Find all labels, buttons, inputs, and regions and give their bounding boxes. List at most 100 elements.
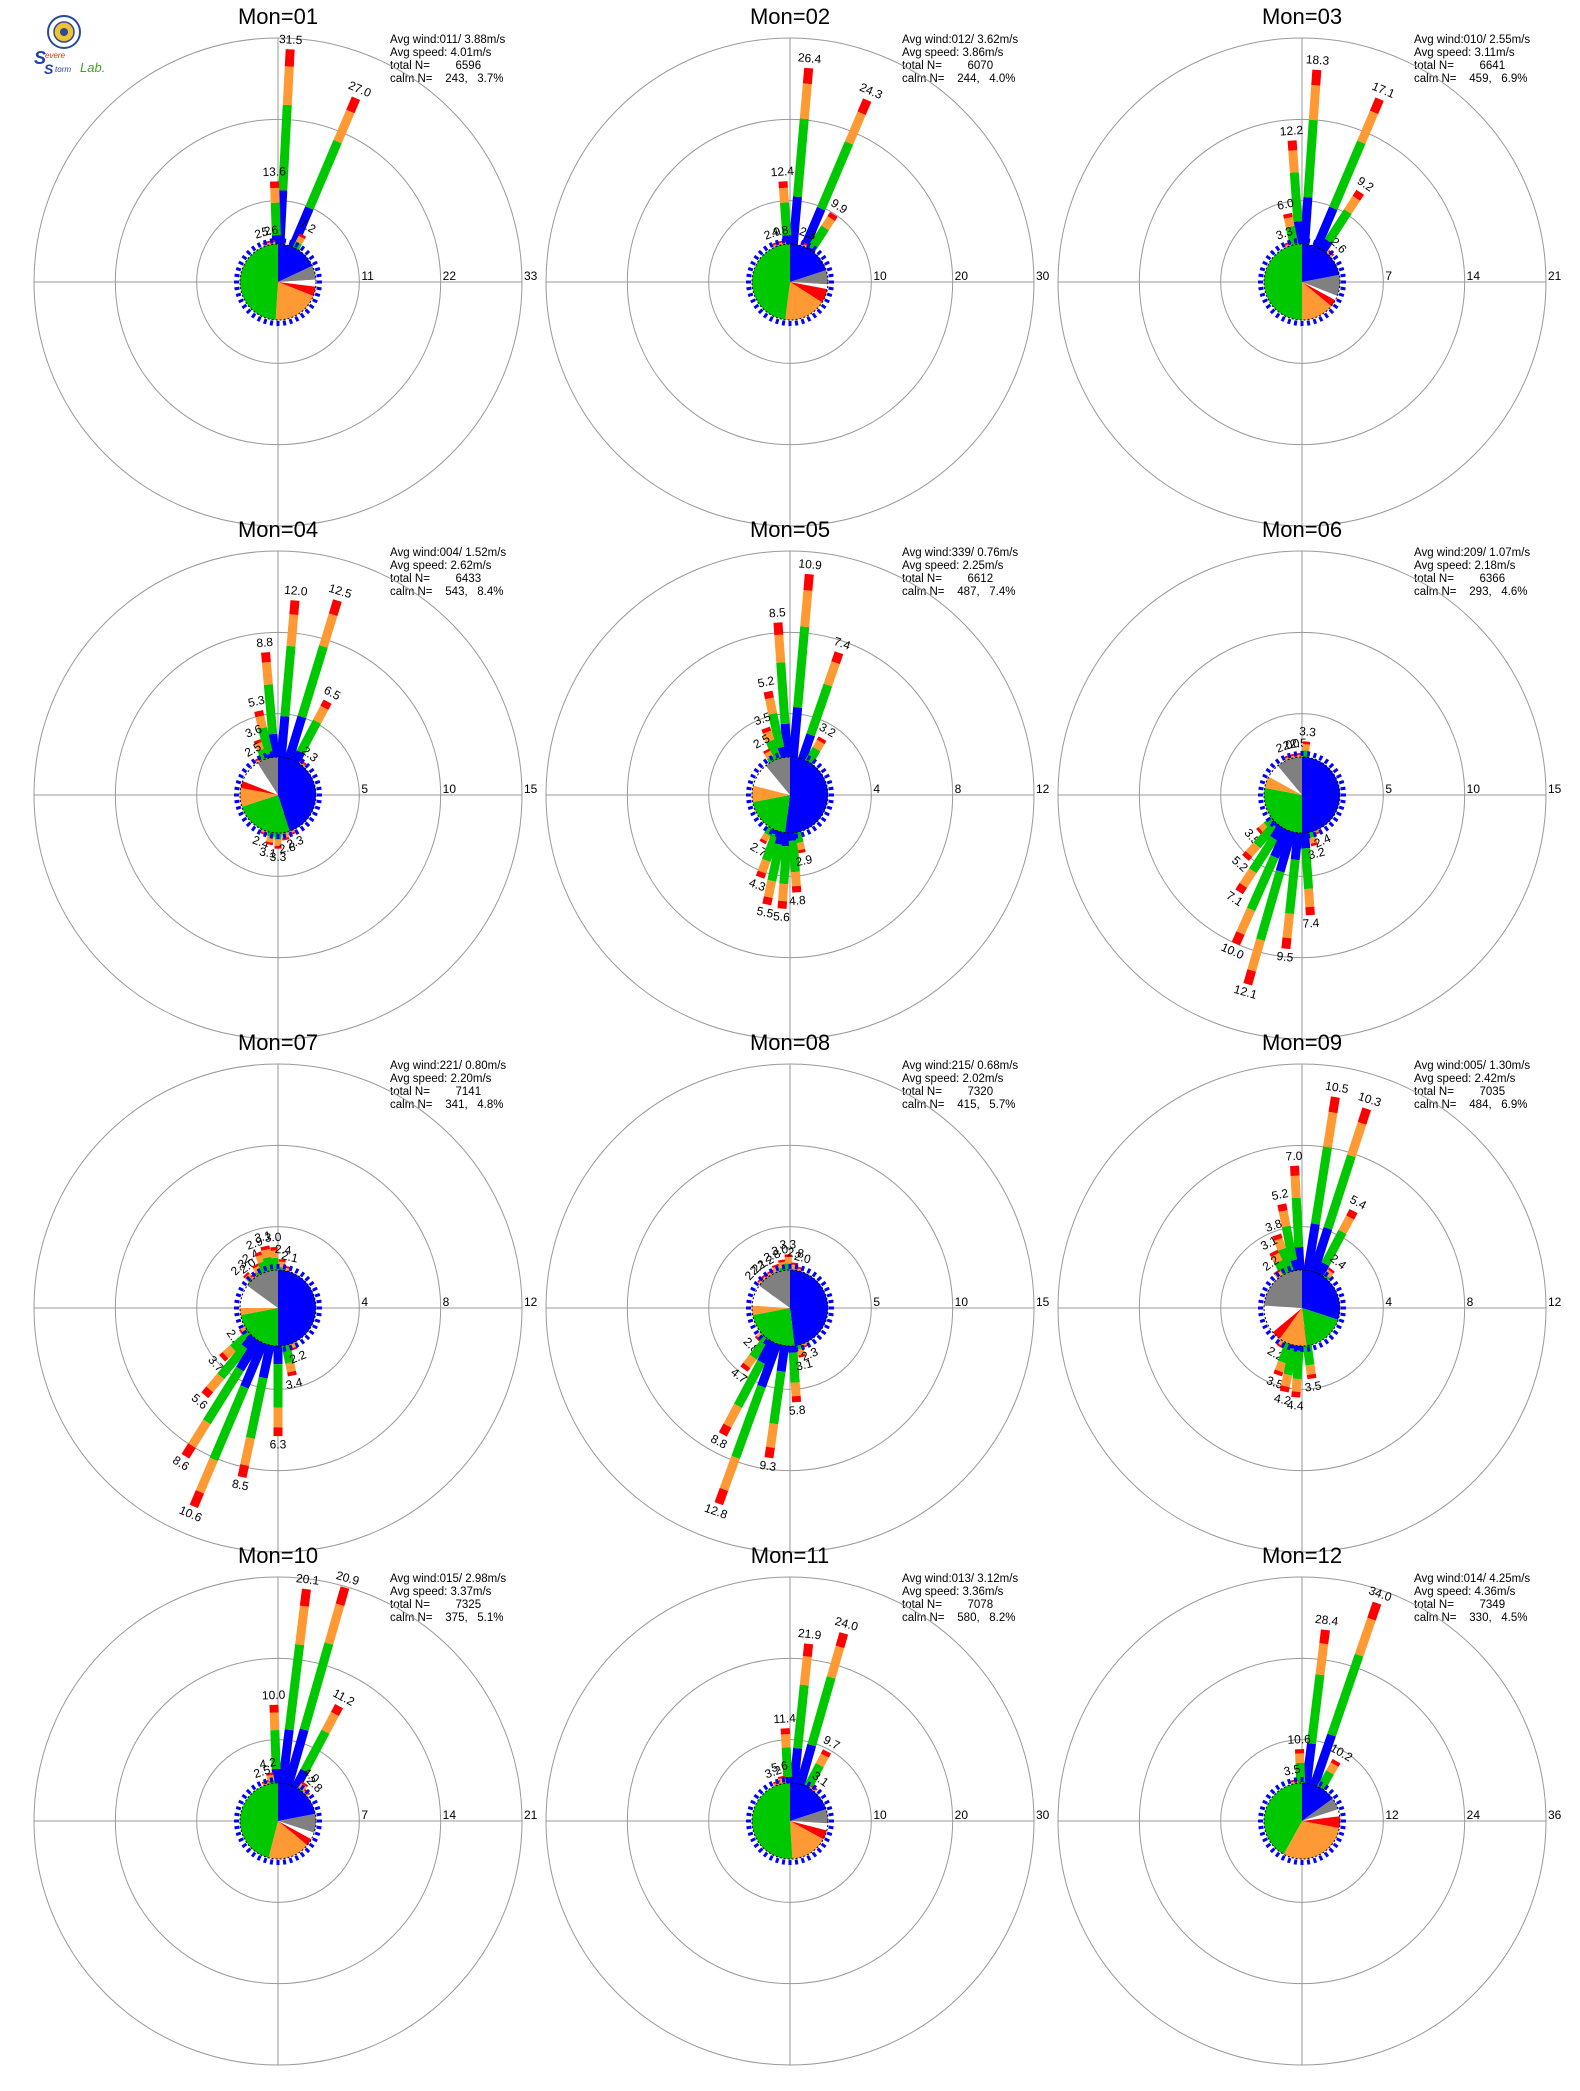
minor-direction-tick <box>829 1827 834 1828</box>
minor-direction-tick <box>1263 1801 1267 1803</box>
pie-slice <box>752 244 790 320</box>
petal-label: 10.6 <box>177 1503 204 1525</box>
petal-segment <box>309 141 337 208</box>
minor-direction-tick <box>764 759 767 763</box>
petal-segment <box>304 1589 306 1606</box>
minor-direction-tick <box>1330 1336 1334 1340</box>
petal-segment <box>807 1644 808 1657</box>
minor-direction-tick <box>284 1778 285 1783</box>
petal-segment <box>275 188 276 203</box>
minor-direction-tick <box>1271 764 1275 768</box>
minor-direction-tick <box>1295 239 1296 244</box>
minor-direction-tick <box>264 319 266 324</box>
minor-direction-tick <box>1288 240 1290 245</box>
minor-direction-tick <box>310 1331 314 1334</box>
minor-direction-tick <box>822 818 826 821</box>
petal-segment <box>1320 1644 1324 1675</box>
minor-direction-tick <box>796 239 797 244</box>
minor-direction-tick <box>296 1343 298 1347</box>
minor-direction-tick <box>827 807 832 809</box>
minor-direction-tick <box>770 830 772 834</box>
minor-direction-tick <box>1263 300 1267 302</box>
petal-segment <box>1331 1270 1332 1272</box>
minor-direction-tick <box>252 246 255 250</box>
petal-label: 11.4 <box>773 1711 796 1726</box>
minor-direction-tick <box>827 781 832 783</box>
petal-segment <box>1285 1375 1287 1387</box>
petal-segment <box>825 219 831 228</box>
minor-direction-tick <box>1260 268 1265 270</box>
minor-direction-tick <box>751 262 755 264</box>
minor-direction-tick <box>1308 321 1309 326</box>
petal-segment <box>274 1713 275 1730</box>
petal-segment <box>292 1343 294 1347</box>
minor-direction-tick <box>764 246 767 250</box>
minor-direction-tick <box>1320 1856 1322 1860</box>
wind-petal <box>1303 70 1317 263</box>
minor-direction-tick <box>1320 830 1322 834</box>
petal-segment <box>1294 172 1297 221</box>
petal-segment <box>1296 1379 1297 1392</box>
minor-direction-tick <box>829 801 834 802</box>
petal-segment <box>1313 85 1315 120</box>
minor-direction-tick <box>1334 818 1338 821</box>
minor-direction-tick <box>264 832 266 837</box>
minor-direction-tick <box>754 1282 758 1285</box>
petal-segment <box>294 601 295 615</box>
ring-label: 10 <box>443 782 457 796</box>
minor-direction-tick <box>315 1807 320 1809</box>
minor-direction-tick <box>1341 1814 1346 1815</box>
petal-label: 5.8 <box>788 1403 806 1418</box>
minor-direction-tick <box>1276 246 1279 250</box>
minor-direction-tick <box>825 1288 829 1290</box>
minor-direction-tick <box>1266 256 1270 259</box>
minor-direction-tick <box>822 305 826 308</box>
minor-direction-tick <box>313 300 317 302</box>
minor-direction-tick <box>1337 775 1341 777</box>
minor-direction-tick <box>1341 275 1346 276</box>
petal-label: 4.4 <box>1286 1398 1304 1413</box>
minor-direction-tick <box>271 321 272 326</box>
minor-direction-tick <box>751 813 755 815</box>
petal-label: 7.0 <box>1285 1149 1303 1164</box>
petal-segment <box>836 653 839 663</box>
petal-segment <box>1241 909 1252 933</box>
minor-direction-tick <box>264 1858 266 1863</box>
minor-direction-tick <box>1339 268 1344 270</box>
petal-segment <box>324 702 327 708</box>
minor-direction-tick <box>1308 239 1309 244</box>
petal-label: 12.8 <box>703 1501 730 1522</box>
minor-direction-tick <box>1320 1269 1322 1273</box>
minor-direction-tick <box>1339 807 1344 809</box>
minor-direction-tick <box>1259 801 1264 802</box>
minor-direction-tick <box>1271 1277 1275 1281</box>
minor-direction-tick <box>315 1833 320 1835</box>
petal-segment <box>266 652 267 662</box>
minor-direction-tick <box>751 1326 755 1328</box>
ring-label: 4 <box>361 1295 368 1309</box>
minor-direction-tick <box>296 317 298 321</box>
minor-direction-tick <box>271 1778 272 1783</box>
minor-direction-tick <box>1341 288 1346 289</box>
minor-direction-tick <box>796 1860 797 1865</box>
minor-direction-tick <box>783 752 784 757</box>
petal-segment <box>719 1489 724 1503</box>
petal-label: 3.5 <box>1304 1378 1323 1394</box>
minor-direction-tick <box>1295 752 1296 757</box>
minor-direction-tick <box>1266 1282 1270 1285</box>
minor-direction-tick <box>825 775 829 777</box>
minor-direction-tick <box>748 807 753 809</box>
minor-direction-tick <box>1288 1266 1290 1271</box>
petal-segment <box>763 840 764 842</box>
minor-direction-tick <box>796 1778 797 1783</box>
minor-direction-tick <box>1282 756 1284 760</box>
minor-direction-tick <box>1314 753 1316 758</box>
minor-direction-tick <box>802 753 804 758</box>
petal-label: 8.5 <box>231 1476 251 1493</box>
petal-segment <box>727 1406 737 1426</box>
minor-direction-tick <box>1320 317 1322 321</box>
